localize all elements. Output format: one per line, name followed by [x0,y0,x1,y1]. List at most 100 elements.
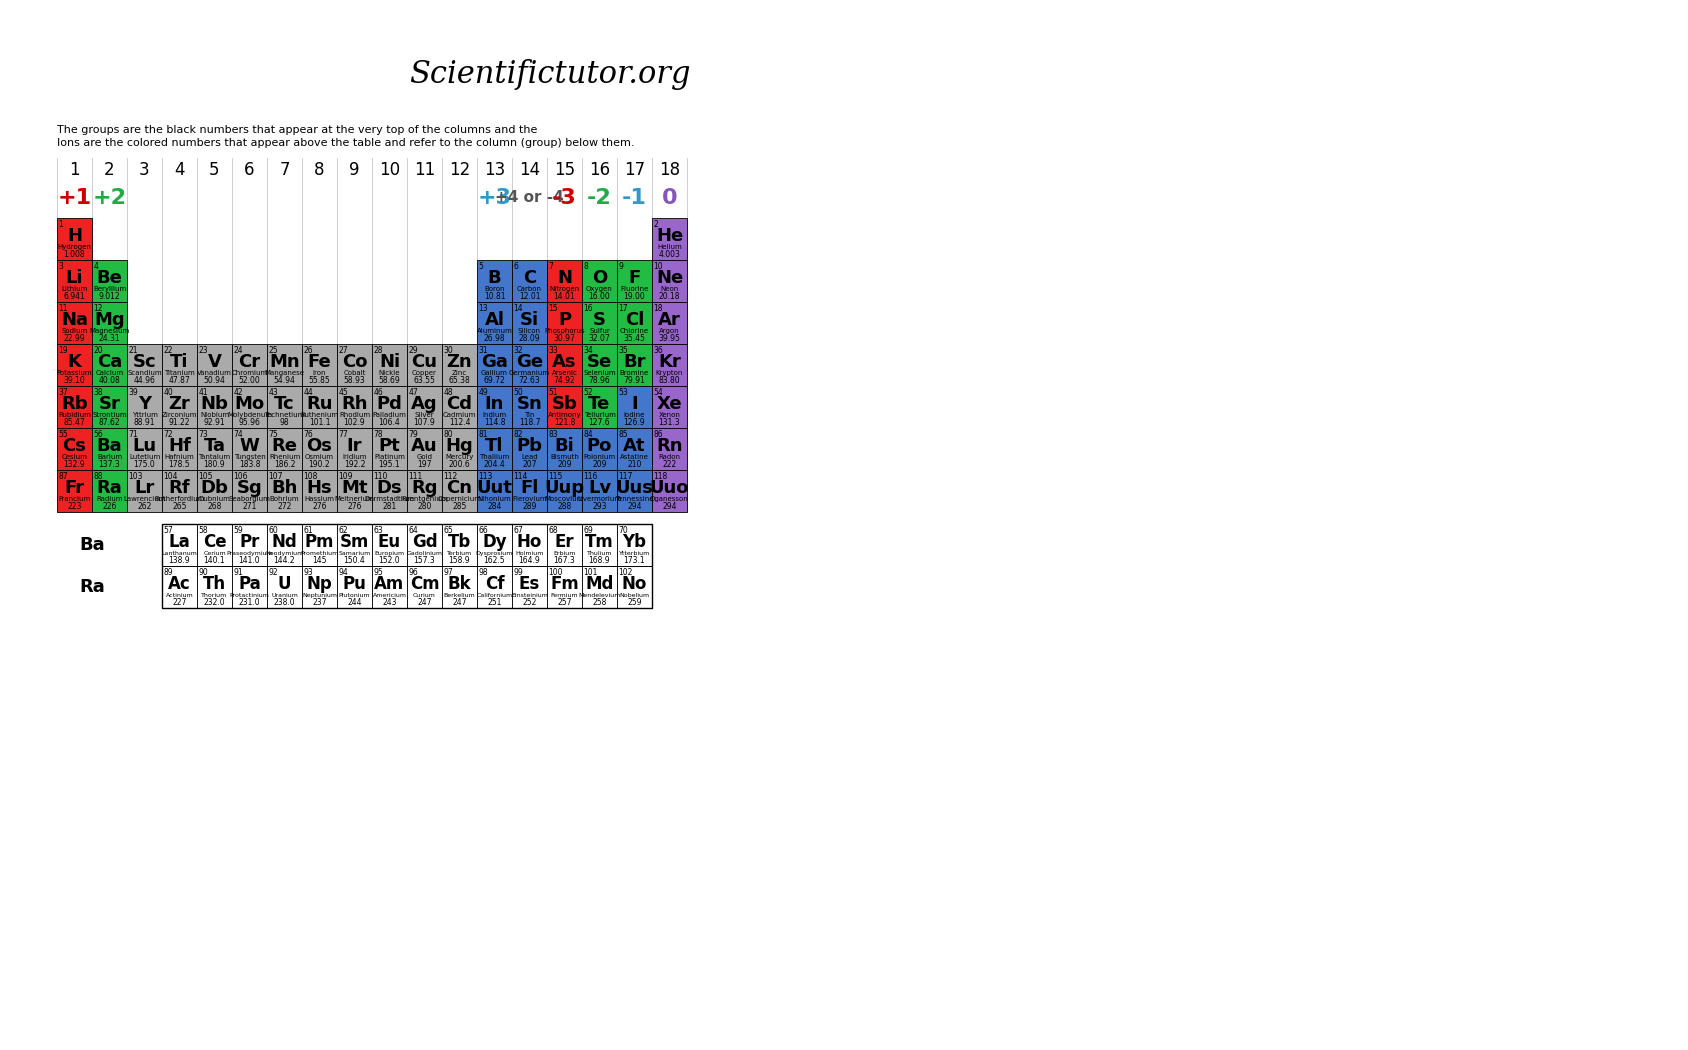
Text: Rutherfordium: Rutherfordium [154,497,204,502]
Bar [197,386,231,428]
Text: Tc: Tc [273,395,295,413]
Bar [267,344,302,386]
Bar [478,386,511,428]
Bar [442,386,478,428]
Text: Rhodium: Rhodium [339,413,370,418]
Bar [162,386,197,428]
Bar [197,470,231,512]
Text: 137.3: 137.3 [98,460,120,469]
Text: 66: 66 [478,526,488,536]
Bar [582,428,618,470]
Bar [547,566,582,608]
Text: Hafnium: Hafnium [165,455,194,460]
Text: 276: 276 [348,502,361,511]
Bar [197,344,231,386]
Text: 209: 209 [557,460,572,469]
Text: 293: 293 [592,502,606,511]
Text: 3: 3 [138,161,150,179]
Bar [511,260,547,302]
Bar [478,260,511,302]
Text: Magnesium: Magnesium [89,329,130,334]
Text: 247: 247 [417,598,432,607]
Text: 19: 19 [59,346,68,355]
Bar [162,524,652,608]
Text: 92: 92 [268,568,279,578]
Text: 173.1: 173.1 [623,556,645,565]
Text: +1: +1 [57,188,91,208]
Text: Th: Th [203,574,226,592]
Text: 4: 4 [93,262,98,271]
Text: 209: 209 [592,460,606,469]
Text: Cl: Cl [625,311,645,329]
Text: 107.9: 107.9 [414,418,436,427]
Text: Nb: Nb [201,395,228,413]
Text: 186.2: 186.2 [273,460,295,469]
Text: Ba: Ba [96,437,122,455]
Text: Ra: Ra [79,578,105,596]
Text: Scientifictutor.org: Scientifictutor.org [408,60,690,90]
Text: 72: 72 [164,430,174,439]
Text: Mn: Mn [268,353,300,371]
Text: 79: 79 [408,430,419,439]
Text: Titanium: Titanium [164,371,194,376]
Text: 6: 6 [245,161,255,179]
Text: Thallium: Thallium [479,455,510,460]
Text: In: In [484,395,505,413]
Text: Krypton: Krypton [657,371,684,376]
Text: Nihonium: Nihonium [478,497,511,502]
Bar [407,470,442,512]
Text: 113: 113 [478,472,493,481]
Text: Si: Si [520,311,538,329]
Text: 103: 103 [128,472,143,481]
Bar [618,260,652,302]
Text: 14.01: 14.01 [554,292,576,301]
Text: Helium: Helium [657,245,682,250]
Text: 60: 60 [268,526,279,536]
Bar [93,344,127,386]
Text: 52.00: 52.00 [238,376,260,385]
Text: Ds: Ds [376,479,402,497]
Text: Te: Te [589,395,611,413]
Text: 131.3: 131.3 [658,418,680,427]
Text: Ne: Ne [657,269,684,287]
Text: 68: 68 [549,526,559,536]
Text: 35: 35 [618,346,628,355]
Text: Fermium: Fermium [550,593,579,597]
Bar [197,566,231,608]
Text: 83: 83 [549,430,559,439]
Bar [371,566,407,608]
Text: P: P [559,311,571,329]
Text: Beryllium: Beryllium [93,287,127,292]
Text: 38: 38 [93,388,103,397]
Text: 64: 64 [408,526,419,536]
Bar [511,428,547,470]
Text: 69.72: 69.72 [484,376,505,385]
Text: 18: 18 [658,161,680,179]
Text: 280: 280 [417,502,432,511]
Text: 100: 100 [549,568,564,578]
Text: 17: 17 [618,304,628,313]
Text: 7: 7 [549,262,554,271]
Text: 102.9: 102.9 [344,418,365,427]
Bar [127,470,162,512]
Text: Barium: Barium [96,455,122,460]
Bar [127,344,162,386]
Text: Germanium: Germanium [510,371,550,376]
Text: 26: 26 [304,346,314,355]
Text: 140.1: 140.1 [204,556,225,565]
Text: 111: 111 [408,472,422,481]
Text: Fe: Fe [307,353,331,371]
Text: Cf: Cf [484,574,505,592]
Bar [652,302,687,344]
Bar [267,566,302,608]
Text: Neptunium: Neptunium [302,593,338,597]
Text: 47.87: 47.87 [169,376,191,385]
Text: 51: 51 [549,388,559,397]
Text: Flerovium: Flerovium [511,497,547,502]
Text: Iridium: Iridium [343,455,366,460]
Text: 5: 5 [209,161,219,179]
Text: Einsteinium: Einsteinium [511,593,549,597]
Text: 144.2: 144.2 [273,556,295,565]
Text: Eu: Eu [378,532,402,550]
Text: Sb: Sb [552,395,577,413]
